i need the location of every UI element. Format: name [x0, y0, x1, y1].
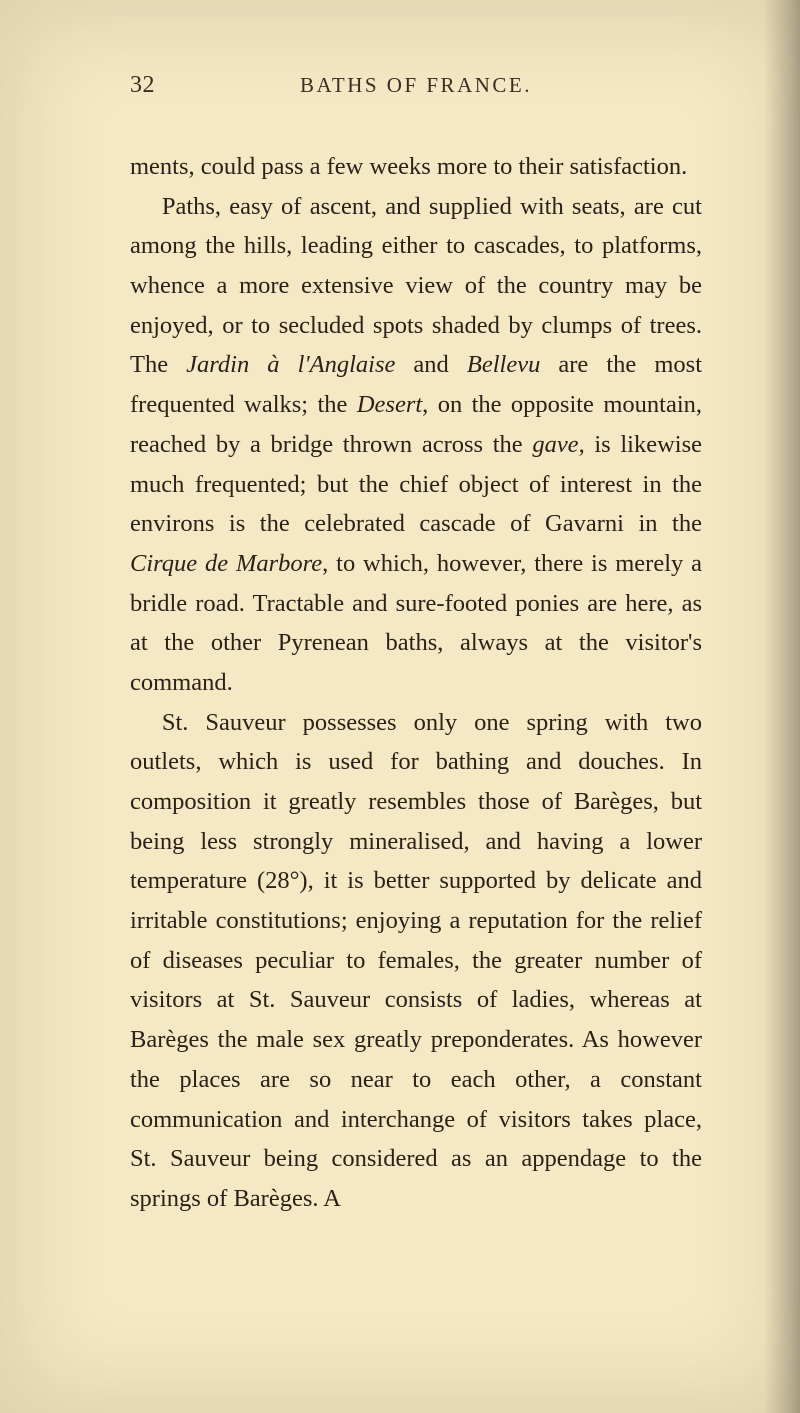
body-text: ments, could pass a few weeks more to th…	[130, 147, 702, 1219]
book-page: 32 BATHS OF FRANCE. ments, could pass a …	[0, 0, 800, 1413]
paragraph: St. Sauveur possesses only one spring wi…	[130, 703, 702, 1219]
page-header: 32 BATHS OF FRANCE.	[130, 72, 702, 99]
paragraph: ments, could pass a few weeks more to th…	[130, 147, 702, 187]
running-head: BATHS OF FRANCE.	[130, 73, 702, 98]
paragraph: Paths, easy of ascent, and supplied with…	[130, 187, 702, 703]
